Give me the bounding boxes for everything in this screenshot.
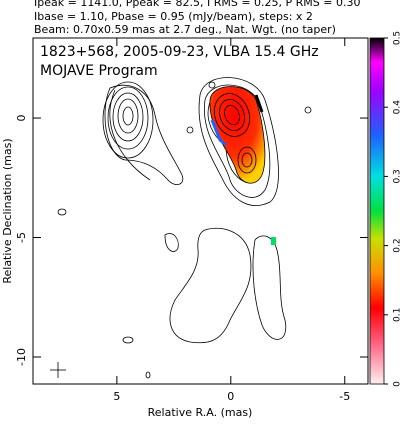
contours [57,77,312,379]
y-tick-label: -5 [15,232,28,243]
y-axis-label: Relative Declination (mas) [1,138,14,283]
colorbar-tick-label: 0.5 [393,31,403,45]
pol-edge [254,94,264,113]
colorbar-tick-label: 0.1 [393,308,403,322]
colorbar-tick-label: 0.3 [393,169,403,183]
colorbar [369,37,385,385]
x-tick-label: -5 [339,390,350,403]
x-axis-label: Relative R.A. (mas) [148,406,253,419]
colorbar-tick-label: 0.4 [393,100,403,115]
x-tick-label: 0 [227,390,234,403]
plot-frame [32,37,369,385]
pol-edge [210,119,227,147]
core-contours [213,93,257,174]
colorbar-tick-label: 0.2 [393,238,403,252]
core-emission [209,86,266,184]
chart-subtitle: MOJAVE Program [40,63,158,79]
colorbar-tick-label: 0 [393,381,403,387]
y-tick-label: -10 [15,348,28,366]
pol-spot [271,237,276,245]
y-tick-label: 0 [15,115,28,122]
x-tick-label: 5 [113,390,120,403]
header-line: Ibase = 1.10, Pbase = 0.95 (mJy/beam), s… [34,10,313,23]
chart-title: 1823+568, 2005-09-23, VLBA 15.4 GHz [40,44,319,60]
beam [50,362,66,378]
map [50,77,312,379]
header-line: Ipeak = 1141.0, Ppeak = 82.5, I RMS = 0.… [34,0,361,9]
header-line: Beam: 0.70x0.59 mas at 2.7 deg., Nat. Wg… [34,23,336,36]
